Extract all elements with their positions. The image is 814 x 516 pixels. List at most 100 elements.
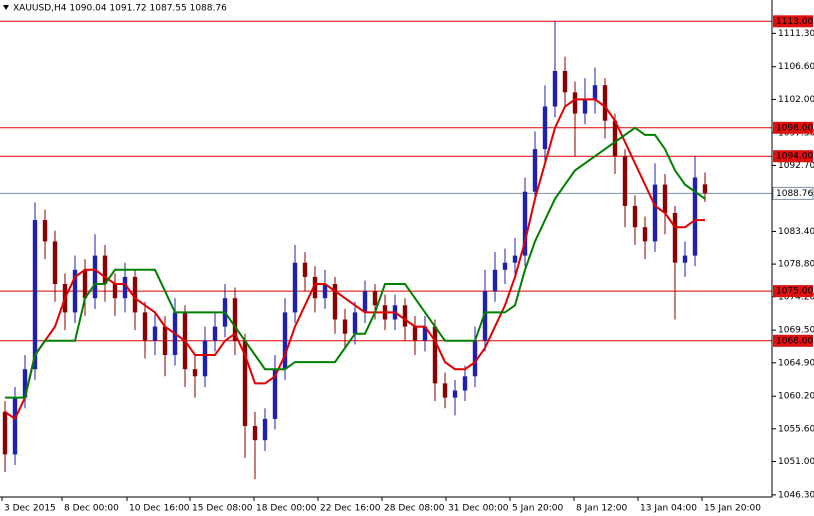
candle-body <box>192 369 198 377</box>
x-tick-label: 18 Dec 00:00 <box>256 504 317 514</box>
candle-body <box>32 220 38 370</box>
y-tick-label: 1051.00 <box>778 457 814 467</box>
candle-body <box>522 191 528 256</box>
current-price-label: 1088.76 <box>776 189 813 199</box>
candle-body <box>72 269 78 313</box>
chart-title: XAUUSD,H4 1090.04 1091.72 1087.55 1088.7… <box>13 4 227 14</box>
y-tick-label: 1069.50 <box>778 326 814 336</box>
candle-body <box>42 220 48 242</box>
x-tick-label: 28 Dec 08:00 <box>384 504 445 514</box>
level-label-box <box>773 334 813 347</box>
x-tick-label: 10 Dec 16:00 <box>129 504 190 514</box>
candle-body <box>262 418 268 441</box>
candle-body <box>602 85 608 121</box>
candle-body <box>452 390 458 398</box>
level-label-box <box>773 285 813 298</box>
axis-group: 1111.301106.601102.001097.301092.701083.… <box>1 15 814 514</box>
candle-body <box>142 312 148 341</box>
candle-body <box>132 276 138 313</box>
x-tick-label: 3 Dec 2015 <box>4 504 56 514</box>
candle-body <box>502 262 508 270</box>
y-tick-label: 1055.60 <box>778 424 814 434</box>
candle-body <box>462 376 468 391</box>
candle-body <box>12 397 18 455</box>
level-label: 1068.00 <box>776 336 813 346</box>
candle-body <box>212 326 218 341</box>
candle-body <box>122 276 128 299</box>
x-tick-label: 31 Dec 00:00 <box>448 504 509 514</box>
candle-body <box>162 326 168 355</box>
menu-arrow[interactable] <box>3 5 9 10</box>
candle-body <box>642 227 648 242</box>
candle-body <box>492 269 498 292</box>
indicator-line <box>4 98 705 421</box>
candle-body <box>312 276 318 299</box>
x-tick-label: 15 Dec 08:00 <box>192 504 253 514</box>
candle-body <box>672 213 678 263</box>
x-tick-label: 5 Jan 20:00 <box>512 504 564 514</box>
indicator-line <box>5 126 706 399</box>
x-tick-label: 8 Dec 00:00 <box>64 504 119 514</box>
candle-body <box>2 411 8 455</box>
candle-body <box>242 340 248 426</box>
y-tick-label: 1106.60 <box>778 62 814 72</box>
x-tick-label: 8 Jan 12:00 <box>576 504 628 514</box>
y-tick-label: 1046.30 <box>778 490 814 500</box>
candle-body <box>232 298 238 341</box>
candle-body <box>612 120 618 157</box>
candle-body <box>22 369 28 398</box>
level-label: 1113.00 <box>776 17 813 27</box>
candle-body <box>362 291 368 313</box>
level-label: 1075.00 <box>776 287 813 297</box>
candle-body <box>582 99 588 114</box>
y-tick-label: 1111.30 <box>778 29 814 39</box>
level-label: 1094.00 <box>776 152 813 162</box>
candle-body <box>482 291 488 341</box>
candle-body <box>552 71 558 107</box>
candle-body <box>432 326 438 384</box>
candle-body <box>472 340 478 377</box>
candle-body <box>252 426 258 441</box>
plot-area <box>0 20 772 480</box>
candle-body <box>302 262 308 277</box>
candle-body <box>442 383 448 398</box>
level-label-box <box>773 121 813 134</box>
x-tick-label: 15 Jan 20:00 <box>704 504 761 514</box>
candle-body <box>542 106 548 150</box>
candle-body <box>702 184 708 194</box>
candle-body <box>52 241 58 284</box>
candle-body <box>152 326 158 341</box>
y-tick-label: 1064.90 <box>778 358 814 368</box>
candle-body <box>292 262 298 313</box>
candle-body <box>372 291 378 306</box>
candle-body <box>402 305 408 327</box>
candle-body <box>512 255 518 263</box>
candle-body <box>102 255 108 284</box>
candle-body <box>692 177 698 256</box>
level-label: 1098.00 <box>776 123 813 133</box>
candle-body <box>352 312 358 334</box>
x-tick-label: 13 Jan 04:00 <box>640 504 697 514</box>
candle-body <box>622 156 628 206</box>
candle-body <box>652 184 658 242</box>
candle-body <box>342 319 348 334</box>
candle-body <box>682 255 688 263</box>
candle-body <box>592 85 598 100</box>
candle-body <box>562 71 568 93</box>
candle-body <box>422 326 428 341</box>
level-label-box <box>773 15 813 28</box>
y-tick-label: 1078.80 <box>778 260 814 270</box>
candle-body <box>112 284 118 299</box>
candle-body <box>412 326 418 341</box>
level-label-box <box>773 150 813 163</box>
y-tick-label: 1074.20 <box>778 292 814 302</box>
current-price-box <box>772 186 814 200</box>
y-tick-label: 1083.40 <box>778 227 814 237</box>
candle-body <box>332 284 338 320</box>
candle-body <box>662 184 668 213</box>
candle-body <box>572 92 578 114</box>
y-tick-label: 1092.70 <box>778 161 814 171</box>
candle-body <box>532 149 538 192</box>
